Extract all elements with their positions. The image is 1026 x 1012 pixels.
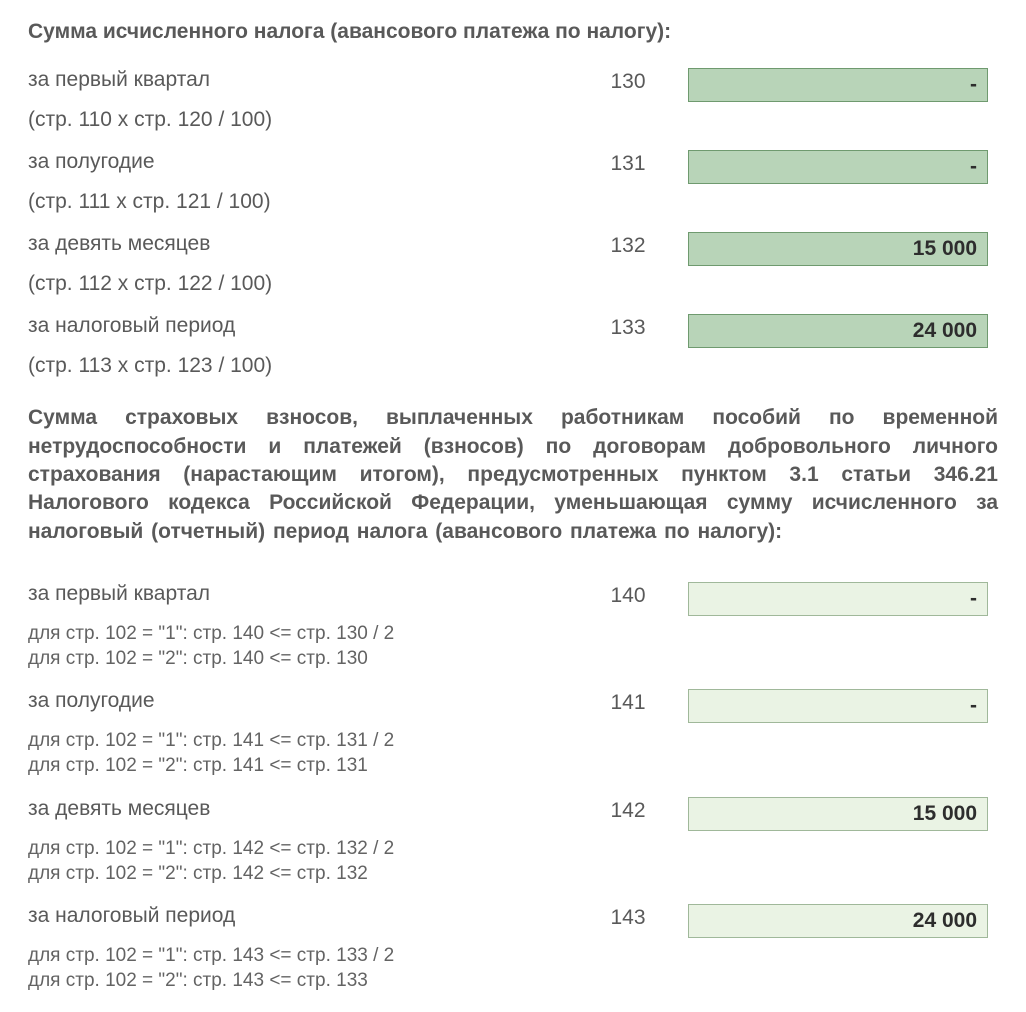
- s2-row1-code: 141: [568, 689, 688, 715]
- s1-row2-sub: (стр. 112 х стр. 122 / 100): [28, 272, 998, 296]
- s2-row1-hint1: для стр. 102 = "1": стр. 141 <= стр. 131…: [28, 729, 998, 754]
- s1-row2-code: 132: [568, 232, 688, 258]
- s1-row3-code: 133: [568, 314, 688, 340]
- s2-row2-label: за девять месяцев: [28, 797, 568, 821]
- s1-row3-sub: (стр. 113 х стр. 123 / 100): [28, 354, 998, 378]
- s2-row0-hint2: для стр. 102 = "2": стр. 140 <= стр. 130: [28, 647, 998, 672]
- s2-row3-label: за налоговый период: [28, 904, 568, 928]
- s1-row3-label: за налоговый период: [28, 314, 568, 338]
- s1-row0-code: 130: [568, 68, 688, 94]
- s2-row2-hint2: для стр. 102 = "2": стр. 142 <= стр. 132: [28, 862, 998, 887]
- s2-row2-value: 15 000: [688, 797, 988, 831]
- s2-row3-hint2: для стр. 102 = "2": стр. 143 <= стр. 133: [28, 969, 998, 994]
- s2-row1-label: за полугодие: [28, 689, 568, 713]
- section1-title: Сумма исчисленного налога (авансового пл…: [28, 18, 998, 46]
- s2-row3-code: 143: [568, 904, 688, 930]
- s1-row0-sub: (стр. 110 х стр. 120 / 100): [28, 108, 998, 132]
- s2-row0-value: -: [688, 582, 988, 616]
- s1-row0-value: -: [688, 68, 988, 102]
- s1-row1-sub: (стр. 111 х стр. 121 / 100): [28, 190, 998, 214]
- s2-row1-value: -: [688, 689, 988, 723]
- s2-row3-hint1: для стр. 102 = "1": стр. 143 <= стр. 133…: [28, 944, 998, 969]
- s1-row1-value: -: [688, 150, 988, 184]
- s2-row3-value: 24 000: [688, 904, 988, 938]
- s1-row3-value: 24 000: [688, 314, 988, 348]
- s2-row0-code: 140: [568, 582, 688, 608]
- s2-row2-hint1: для стр. 102 = "1": стр. 142 <= стр. 132…: [28, 837, 998, 862]
- s2-row0-label: за первый квартал: [28, 582, 568, 606]
- s1-row2-value: 15 000: [688, 232, 988, 266]
- s2-row0-hint1: для стр. 102 = "1": стр. 140 <= стр. 130…: [28, 622, 998, 647]
- s2-row1-hint2: для стр. 102 = "2": стр. 141 <= стр. 131: [28, 754, 998, 779]
- s1-row2-label: за девять месяцев: [28, 232, 568, 256]
- s2-row2-code: 142: [568, 797, 688, 823]
- section2-title: Сумма страховых взносов, выплаченных раб…: [28, 404, 998, 546]
- s1-row1-label: за полугодие: [28, 150, 568, 174]
- s1-row0-label: за первый квартал: [28, 68, 568, 92]
- s1-row1-code: 131: [568, 150, 688, 176]
